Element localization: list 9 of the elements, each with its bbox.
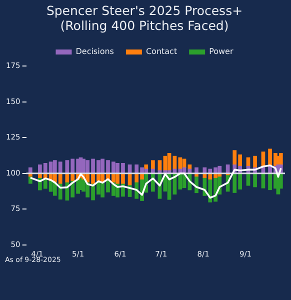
legend-label: Power — [209, 47, 234, 56]
legend-label: Contact — [146, 47, 178, 56]
bar — [253, 173, 257, 188]
bar — [82, 158, 86, 174]
legend-label: Decisions — [76, 47, 114, 56]
bar — [151, 160, 155, 170]
chart-title: Spencer Steer's 2025 Process+ (Rolling 400 Pitches Faced) — [46, 2, 243, 33]
bar — [144, 164, 148, 170]
bar — [253, 156, 257, 168]
